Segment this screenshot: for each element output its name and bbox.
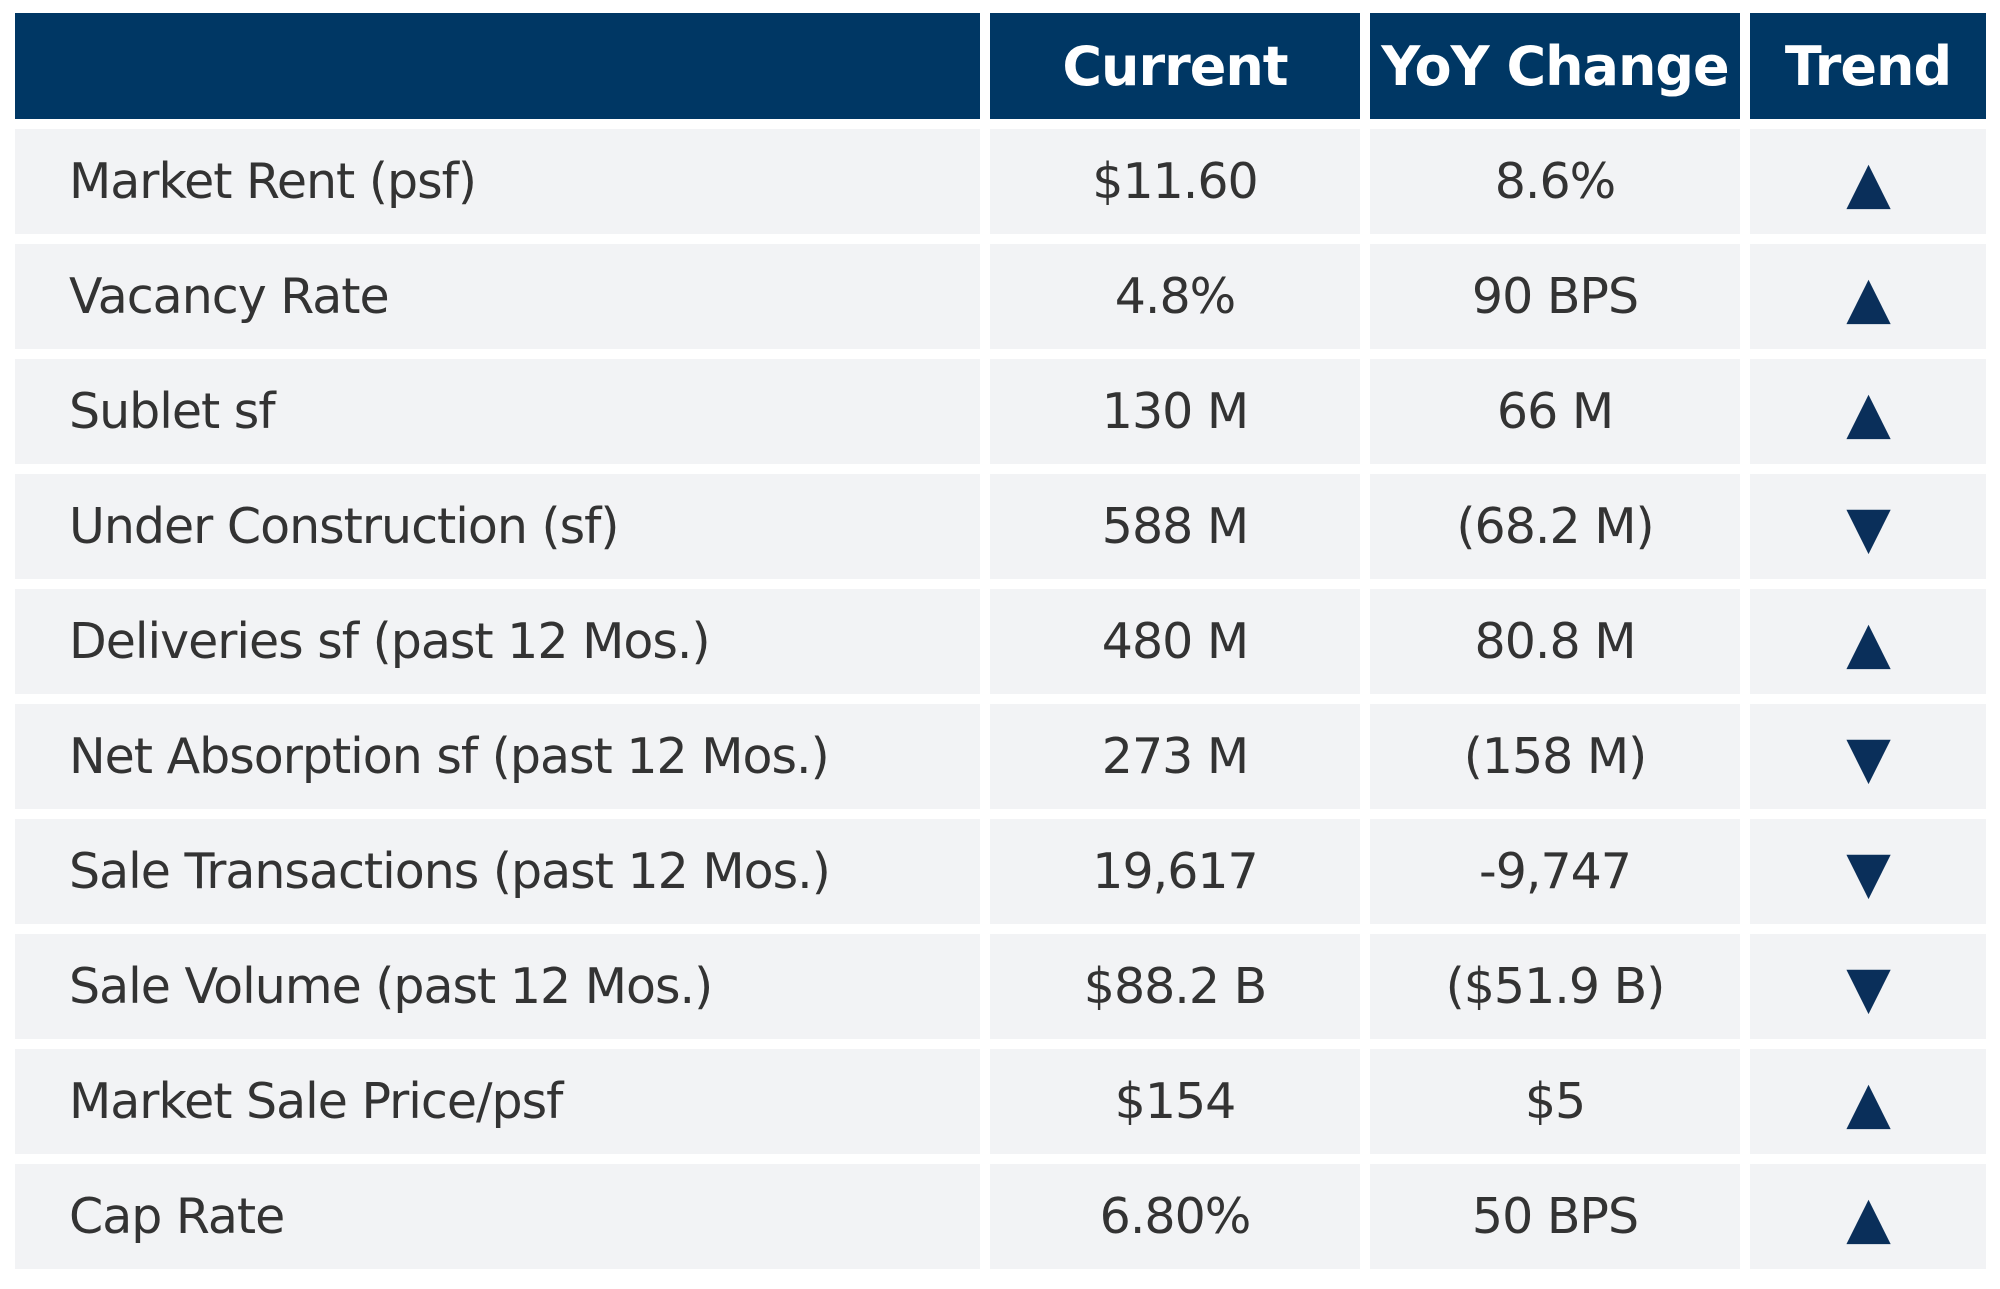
row-label: Market Sale Price/psf [15,1049,980,1154]
header-cell [15,13,980,119]
trend-arrow: ▼ [1750,934,1986,1039]
current-value: 588 M [990,474,1360,579]
trend-arrow: ▲ [1750,1049,1986,1154]
yoy-change: 80.8 M [1370,589,1740,694]
current-value: 19,617 [990,819,1360,924]
row-label: Vacancy Rate [15,244,980,349]
trend-arrow: ▲ [1750,244,1986,349]
current-value: $88.2 B [990,934,1360,1039]
current-value: $154 [990,1049,1360,1154]
trend-arrow: ▲ [1750,1164,1986,1269]
current-value: 480 M [990,589,1360,694]
header-cell: Trend [1750,13,1986,119]
row-label: Cap Rate [15,1164,980,1269]
trend-arrow: ▼ [1750,474,1986,579]
current-value: 6.80% [990,1164,1360,1269]
trend-arrow: ▲ [1750,129,1986,234]
yoy-change: 90 BPS [1370,244,1740,349]
current-value: 130 M [990,359,1360,464]
current-value: 4.8% [990,244,1360,349]
row-label: Deliveries sf (past 12 Mos.) [15,589,980,694]
trend-arrow: ▼ [1750,704,1986,809]
table: Current YoY Change Trend Market Rent (psf) $… [15,13,1986,1269]
row-label: Net Absorption sf (past 12 Mos.) [15,704,980,809]
row-label: Sale Volume (past 12 Mos.) [15,934,980,1039]
trend-arrow: ▲ [1750,589,1986,694]
yoy-change: (158 M) [1370,704,1740,809]
row-label: Sublet sf [15,359,980,464]
yoy-change: 8.6% [1370,129,1740,234]
header-cell: YoY Change [1370,13,1740,119]
header-cell: Current [990,13,1360,119]
row-label: Market Rent (psf) [15,129,980,234]
row-label: Under Construction (sf) [15,474,980,579]
trend-arrow: ▼ [1750,819,1986,924]
yoy-change: 66 M [1370,359,1740,464]
row-label: Sale Transactions (past 12 Mos.) [15,819,980,924]
yoy-change: -9,747 [1370,819,1740,924]
yoy-change: 50 BPS [1370,1164,1740,1269]
yoy-change: ($51.9 B) [1370,934,1740,1039]
current-value: 273 M [990,704,1360,809]
yoy-change: $5 [1370,1049,1740,1154]
current-value: $11.60 [990,129,1360,234]
yoy-change: (68.2 M) [1370,474,1740,579]
trend-arrow: ▲ [1750,359,1986,464]
